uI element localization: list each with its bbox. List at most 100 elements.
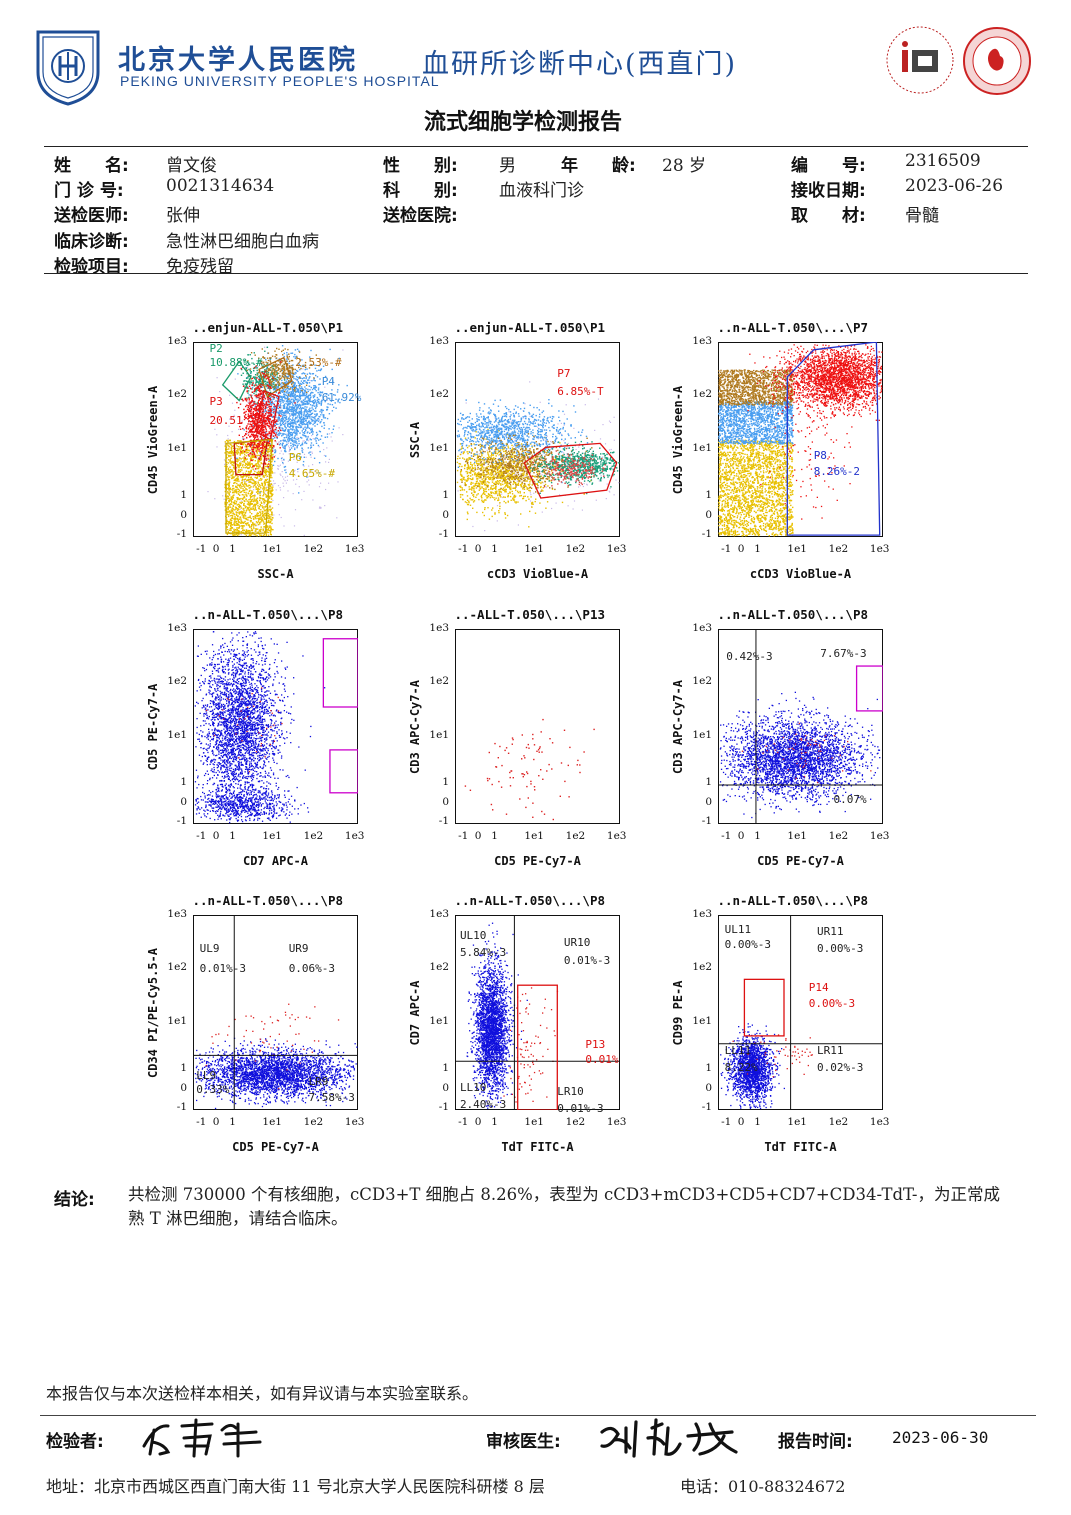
- footer-rule: [40, 1415, 1036, 1416]
- x-tick-label: 1e3: [343, 1116, 367, 1128]
- x-tick-label: 0: [466, 830, 490, 842]
- plot-title: ..n-ALL-T.050\...\P8: [435, 893, 605, 908]
- flow-scatter-plot: [193, 629, 358, 824]
- x-tick-label: 1e1: [260, 1116, 284, 1128]
- institute-logo: [884, 24, 956, 96]
- y-tick-label: 1e3: [421, 335, 449, 347]
- x-axis-label: CD5 PE-Cy7-A: [718, 854, 883, 868]
- header-rule-bottom: [44, 273, 1028, 274]
- x-tick-label: 1e2: [826, 543, 850, 555]
- x-tick-label: 0: [729, 1116, 753, 1128]
- y-tick-label: 1e1: [421, 442, 449, 454]
- plot-title: ..n-ALL-T.050\...\P8: [173, 607, 343, 622]
- gate-label: 0.01%-3: [200, 962, 246, 975]
- gate-label: P13: [585, 1038, 605, 1051]
- y-tick-label: 1e3: [421, 622, 449, 634]
- x-tick-label: 1e1: [522, 1116, 546, 1128]
- y-tick-label: -1: [421, 528, 449, 540]
- event-cloud: [236, 345, 348, 494]
- y-tick-label: 0: [421, 1082, 449, 1094]
- hospital-label: 送检医院:: [383, 201, 458, 226]
- report-id: 2316509: [905, 151, 981, 171]
- clinical-diagnosis: 急性淋巴细胞白血病: [166, 227, 319, 252]
- event-cloud: [456, 399, 589, 484]
- y-tick-label: 1: [684, 489, 712, 501]
- y-tick-label: 0: [421, 509, 449, 521]
- x-tick-label: 1e3: [605, 830, 629, 842]
- x-tick-label: 0: [204, 543, 228, 555]
- event-cloud: [464, 718, 595, 821]
- plot-content: [194, 631, 358, 824]
- patient-sex: 男: [499, 151, 516, 176]
- report-title: 流式细胞学检测报告: [424, 104, 622, 136]
- gate-p13: [517, 984, 558, 1110]
- x-tick-label: -1: [451, 1116, 475, 1128]
- y-axis-label: CD3 APC-Cy7-A: [671, 637, 685, 817]
- gate-cd5-high: [322, 638, 358, 708]
- y-tick-label: 1e3: [159, 622, 187, 634]
- gate-label: 0.01%-3: [564, 954, 610, 967]
- y-tick-label: 1e2: [684, 961, 712, 973]
- gate-p6: [225, 438, 273, 534]
- x-tick-label: 1e2: [563, 543, 587, 555]
- x-tick-label: 1: [221, 830, 245, 842]
- plot-title: ..n-ALL-T.050\...\P8: [173, 893, 343, 908]
- x-axis-label: cCD3 VioBlue-A: [718, 567, 883, 581]
- event-cloud: [720, 1023, 785, 1110]
- y-tick-label: 1e3: [421, 908, 449, 920]
- gate-p8: [786, 342, 881, 536]
- y-axis-label: CD7 APC-A: [408, 923, 422, 1103]
- y-tick-label: -1: [421, 1101, 449, 1113]
- plot-title: ..enjun-ALL-T.050\P1: [173, 320, 343, 335]
- y-tick-label: 1e3: [159, 908, 187, 920]
- x-tick-label: -1: [451, 543, 475, 555]
- event-cloud: [531, 444, 606, 488]
- gate-label: 0.01%-3: [557, 1102, 603, 1115]
- event-cloud: [718, 439, 794, 537]
- y-tick-label: -1: [159, 1101, 187, 1113]
- gate-label: UR9: [289, 942, 309, 955]
- clinic-number: 0021314634: [166, 176, 274, 196]
- event-cloud: [503, 987, 559, 1103]
- y-tick-label: 0: [159, 509, 187, 521]
- x-axis-label: cCD3 VioBlue-A: [455, 567, 620, 581]
- gate-label: 2.40%-3: [460, 1098, 506, 1111]
- x-tick-label: -1: [714, 543, 738, 555]
- gate-label: LR10: [557, 1085, 584, 1098]
- x-tick-label: 0: [466, 1116, 490, 1128]
- y-tick-label: 1: [421, 1062, 449, 1074]
- y-tick-label: 1e1: [421, 1015, 449, 1027]
- x-tick-label: 1e1: [785, 830, 809, 842]
- x-tick-label: 1e2: [563, 1116, 587, 1128]
- y-tick-label: 1e2: [159, 388, 187, 400]
- gate-label: 0.00%-3: [809, 997, 855, 1010]
- y-tick-label: -1: [684, 815, 712, 827]
- conclusion-line-2: 熟 T 淋巴细胞，请结合临床。: [128, 1207, 348, 1231]
- x-tick-label: 1: [483, 1116, 507, 1128]
- department: 血液科门诊: [499, 176, 584, 201]
- y-tick-label: -1: [159, 815, 187, 827]
- y-tick-label: 1: [421, 776, 449, 788]
- y-axis-label: CD99 PE-A: [671, 923, 685, 1103]
- y-tick-label: 1: [684, 1062, 712, 1074]
- y-tick-label: 1e3: [684, 908, 712, 920]
- x-tick-label: 1e1: [522, 543, 546, 555]
- phone: 电话：010-88324672: [680, 1473, 845, 1497]
- patient-age: 28 岁: [662, 151, 706, 176]
- y-tick-label: 1e3: [159, 335, 187, 347]
- x-tick-label: 0: [729, 543, 753, 555]
- gate-label: UR10: [564, 936, 591, 949]
- x-tick-label: 1e2: [301, 1116, 325, 1128]
- gate-label: P8: [814, 449, 827, 462]
- y-tick-label: 0: [159, 796, 187, 808]
- name-label: 姓 名:: [54, 151, 129, 176]
- x-tick-label: 1e2: [301, 830, 325, 842]
- gate-cd3-high: [855, 665, 883, 712]
- y-tick-label: 1e1: [159, 442, 187, 454]
- plot-frame: [455, 629, 620, 824]
- center-seal-logo: [962, 26, 1032, 96]
- age-label: 年 龄:: [561, 151, 636, 176]
- gate-label: LR11: [817, 1044, 844, 1057]
- plot-content: [455, 915, 620, 1110]
- event-cloud: [760, 366, 853, 520]
